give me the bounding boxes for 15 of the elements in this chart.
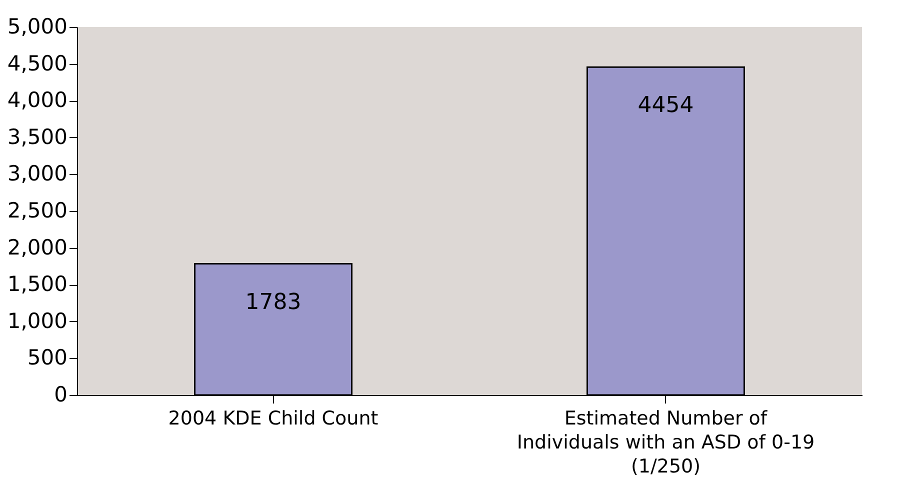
x-tick-label: Estimated Number of Individuals with an ASD of 0-19 (1/250) (516, 408, 815, 478)
y-tick-label: 4,500 (7, 51, 68, 76)
y-tick-label: 1,500 (7, 272, 68, 296)
x-tick-label: 2004 KDE Child Count (168, 408, 378, 430)
y-tick-label: 3,000 (7, 162, 68, 186)
y-tick-label: 4,000 (7, 88, 68, 112)
y-tick-label: 500 (27, 346, 68, 370)
y-tick-label: 1,000 (7, 308, 68, 333)
y-tick-label: 3,500 (7, 124, 68, 149)
data-label: 1783 (245, 290, 302, 315)
y-tick-label: 0 (54, 382, 68, 406)
data-label: 4454 (638, 93, 694, 118)
y-tick-label: 5,000 (7, 14, 68, 38)
y-tick-label: 2,000 (7, 235, 68, 260)
y-tick-label: 2,500 (7, 198, 68, 222)
